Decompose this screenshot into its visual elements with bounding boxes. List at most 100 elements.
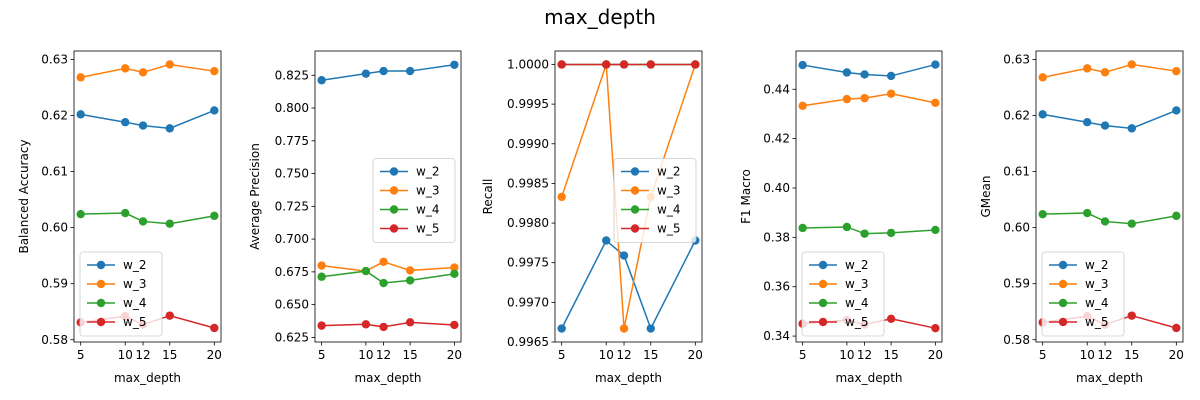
data-point xyxy=(1100,217,1110,226)
x-tick-label: 12 xyxy=(376,348,391,362)
series-w-4 xyxy=(317,266,459,288)
data-point xyxy=(121,118,130,127)
data-point xyxy=(165,60,174,69)
data-point xyxy=(379,278,388,288)
y-tick-label: 0.34 xyxy=(763,329,790,343)
data-point xyxy=(138,121,148,130)
legend-item: w_3 xyxy=(809,277,868,291)
data-point xyxy=(450,263,459,272)
x-tick-label: 5 xyxy=(799,348,807,362)
plot-frame xyxy=(1035,50,1184,343)
data-point xyxy=(379,66,388,76)
legend-label: w_3 xyxy=(845,277,868,291)
y-tick-label: 0.42 xyxy=(763,132,790,146)
legend-marker xyxy=(1058,317,1068,327)
legend-item: w_2 xyxy=(621,165,680,179)
x-tick-label: 20 xyxy=(207,348,222,362)
data-point xyxy=(450,320,459,330)
x-axis-label: max_depth xyxy=(114,371,181,385)
series-w-4 xyxy=(1038,208,1181,228)
data-point xyxy=(317,321,326,330)
legend-label: w_5 xyxy=(123,315,146,329)
legend-label: w_2 xyxy=(123,258,146,272)
figure-title: max_depth xyxy=(544,5,656,29)
data-point xyxy=(931,60,940,69)
legend-label: w_3 xyxy=(657,184,680,198)
x-tick-label: 10 xyxy=(118,348,133,362)
data-point xyxy=(886,228,896,238)
data-point xyxy=(886,71,896,81)
x-tick-label: 12 xyxy=(135,348,150,362)
x-tick-label: 15 xyxy=(643,348,658,362)
data-point xyxy=(798,60,807,70)
y-tick-label: 0.63 xyxy=(41,52,68,66)
legend-marker xyxy=(630,167,640,176)
chart-panel-2: 5 10 12 15 20 0.625 0.650 0.675 0.700 0.725 0.750 0… xyxy=(248,50,462,385)
legend-marker xyxy=(818,279,828,289)
legend-item: w_2 xyxy=(1049,258,1108,272)
data-point xyxy=(165,219,174,228)
data-point xyxy=(405,318,415,327)
y-tick-label: 0.61 xyxy=(1003,165,1030,179)
data-point xyxy=(317,76,326,85)
data-point xyxy=(619,324,629,333)
data-point xyxy=(646,60,655,69)
x-tick-label: 5 xyxy=(1039,348,1047,362)
legend-item: w_2 xyxy=(380,165,439,179)
y-tick-label: 0.650 xyxy=(275,298,309,312)
legend-label: w_3 xyxy=(1085,277,1108,291)
data-point xyxy=(1038,209,1047,219)
data-point xyxy=(691,60,700,69)
x-tick-label: 20 xyxy=(447,348,462,362)
legend-marker xyxy=(389,205,399,214)
chart-panel-1: 5 10 12 15 20 0.58 0.59 0.60 0.61 0.62 0.63 max_dep… xyxy=(17,50,222,385)
y-tick-label: 0.9970 xyxy=(507,295,549,309)
data-point xyxy=(842,222,852,232)
y-tick-label: 0.60 xyxy=(41,221,68,235)
data-point xyxy=(1083,64,1092,73)
legend-marker xyxy=(630,205,640,214)
legend-marker xyxy=(96,279,106,289)
legend-label: w_5 xyxy=(657,222,680,236)
x-tick-label: 15 xyxy=(402,348,417,362)
plot-frame xyxy=(554,50,703,343)
legend-label: w_2 xyxy=(845,258,868,272)
data-point xyxy=(860,70,869,79)
data-point xyxy=(361,320,371,329)
data-point xyxy=(1127,219,1136,228)
y-tick-label: 0.58 xyxy=(41,333,68,347)
legend-marker xyxy=(389,224,399,233)
data-point xyxy=(361,69,371,78)
y-tick-label: 0.9965 xyxy=(507,335,549,349)
y-tick-label: 0.60 xyxy=(1003,221,1030,235)
data-point xyxy=(76,110,85,119)
legend: w_2 w_3 w_4 w_5 xyxy=(372,158,456,243)
legend-box xyxy=(79,251,163,337)
data-point xyxy=(860,93,869,103)
legend-label: w_4 xyxy=(845,296,868,310)
x-tick-label: 20 xyxy=(928,348,943,362)
legend-label: w_3 xyxy=(123,277,146,291)
data-point xyxy=(860,229,869,238)
data-point xyxy=(886,314,896,323)
series-w-2 xyxy=(1038,106,1181,133)
legend-marker xyxy=(1058,279,1068,289)
legend: w_2 w_3 w_4 w_5 xyxy=(801,251,885,337)
legend-marker xyxy=(389,186,399,195)
x-tick-label: 12 xyxy=(857,348,872,362)
y-tick-label: 0.58 xyxy=(1003,333,1030,347)
x-tick-label: 10 xyxy=(599,348,614,362)
data-point xyxy=(405,276,415,285)
data-point xyxy=(76,209,85,219)
series-w-5 xyxy=(557,60,700,69)
legend-label: w_4 xyxy=(1085,296,1108,310)
x-tick-label: 15 xyxy=(162,348,177,362)
series-w-5 xyxy=(317,318,459,332)
legend-item: w_5 xyxy=(1049,315,1108,329)
x-tick-label: 15 xyxy=(1124,348,1139,362)
data-point xyxy=(557,324,566,333)
y-tick-label: 0.675 xyxy=(275,265,309,279)
x-axis-label: max_depth xyxy=(595,371,662,385)
data-point xyxy=(931,323,940,333)
y-tick-label: 0.825 xyxy=(275,68,309,82)
